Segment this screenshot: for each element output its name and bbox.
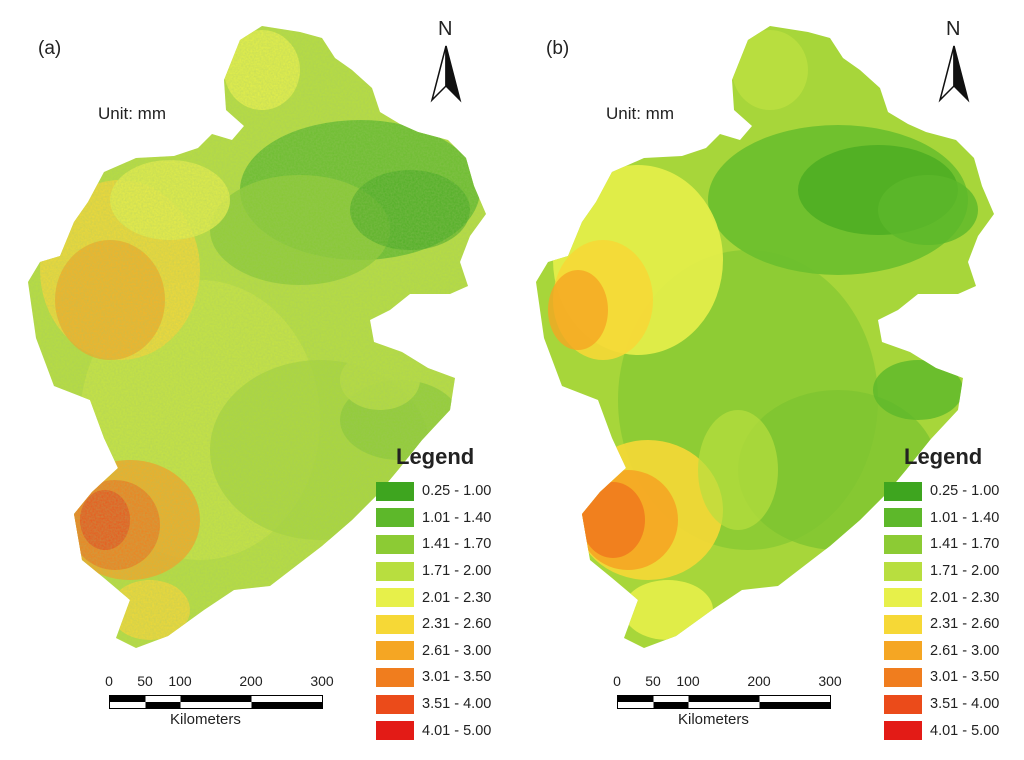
legend-swatch xyxy=(376,534,414,554)
legend-rows: 0.25 - 1.00 1.01 - 1.40 1.41 - 1.70 1.71 - … xyxy=(884,478,1014,744)
scale-bar-graphic xyxy=(109,695,323,709)
legend-range-label: 0.25 - 1.00 xyxy=(930,483,1000,500)
legend-row: 2.01 - 2.30 xyxy=(884,584,1014,611)
legend-range-label: 0.25 - 1.00 xyxy=(422,483,492,500)
legend-row: 2.61 - 3.00 xyxy=(376,638,506,665)
legend-range-label: 1.01 - 1.40 xyxy=(930,509,1000,526)
legend-row: 1.71 - 2.00 xyxy=(884,558,1014,585)
legend-range-label: 2.31 - 2.60 xyxy=(422,616,492,633)
region-map xyxy=(536,26,994,648)
legend-row: 4.01 - 5.00 xyxy=(376,717,506,744)
legend-range-label: 2.01 - 2.30 xyxy=(422,589,492,606)
legend-row: 2.31 - 2.60 xyxy=(884,611,1014,638)
legend-row: 4.01 - 5.00 xyxy=(884,717,1014,744)
legend-row: 3.01 - 3.50 xyxy=(376,664,506,691)
legend-swatch xyxy=(884,641,922,661)
north-arrow-icon xyxy=(938,45,970,103)
legend-swatch xyxy=(884,481,922,501)
legend-row: 2.61 - 3.00 xyxy=(884,638,1014,665)
legend-row: 3.51 - 4.00 xyxy=(376,691,506,718)
scale-tick: 300 xyxy=(818,673,842,689)
map-panel-b: (b) Unit: mm N Legend 0.25 - 1.00 1.01 - … xyxy=(508,0,1018,760)
scale-units: Kilometers xyxy=(170,711,241,728)
legend: Legend 0.25 - 1.00 1.01 - 1.40 1.41 - 1.70… xyxy=(884,444,1014,744)
legend-range-label: 2.31 - 2.60 xyxy=(930,616,1000,633)
legend-range-label: 1.01 - 1.40 xyxy=(422,509,492,526)
scale-tick: 200 xyxy=(747,673,771,689)
legend-range-label: 3.01 - 3.50 xyxy=(422,669,492,686)
legend-swatch xyxy=(884,508,922,528)
legend-swatch xyxy=(376,721,414,741)
legend-swatch xyxy=(376,614,414,634)
legend-swatch xyxy=(884,694,922,714)
map-panel-a: (a) Unit: mm N Legend 0.25 - 1.00 1.01 - … xyxy=(0,0,510,760)
legend-row: 3.51 - 4.00 xyxy=(884,691,1014,718)
legend-range-label: 3.51 - 4.00 xyxy=(930,696,1000,713)
scale-tick: 100 xyxy=(676,673,700,689)
legend-range-label: 3.01 - 3.50 xyxy=(930,669,1000,686)
legend-row: 0.25 - 1.00 xyxy=(376,478,506,505)
north-letter: N xyxy=(438,18,453,40)
legend-range-label: 2.61 - 3.00 xyxy=(422,642,492,659)
legend-swatch xyxy=(376,561,414,581)
legend-swatch xyxy=(376,667,414,687)
legend-swatch xyxy=(884,534,922,554)
scale-tick: 0 xyxy=(613,673,621,689)
legend-swatch xyxy=(884,588,922,608)
legend: Legend 0.25 - 1.00 1.01 - 1.40 1.41 - 1.70… xyxy=(376,444,506,744)
legend-range-label: 4.01 - 5.00 xyxy=(422,722,492,739)
legend-swatch xyxy=(376,641,414,661)
legend-row: 2.31 - 2.60 xyxy=(376,611,506,638)
legend-swatch xyxy=(376,481,414,501)
legend-range-label: 1.41 - 1.70 xyxy=(930,536,1000,553)
scale-units: Kilometers xyxy=(678,711,749,728)
legend-row: 1.01 - 1.40 xyxy=(884,505,1014,532)
legend-row: 1.01 - 1.40 xyxy=(376,505,506,532)
scale-tick: 50 xyxy=(645,673,661,689)
scale-tick: 300 xyxy=(310,673,334,689)
north-arrow-icon xyxy=(430,45,462,103)
scale-bar-graphic xyxy=(617,695,831,709)
legend-row: 3.01 - 3.50 xyxy=(884,664,1014,691)
legend-title: Legend xyxy=(396,444,475,469)
unit-label: Unit: mm xyxy=(98,104,166,123)
legend-swatch xyxy=(884,614,922,634)
legend-range-label: 1.71 - 2.00 xyxy=(930,563,1000,580)
scale-tick: 50 xyxy=(137,673,153,689)
legend-rows: 0.25 - 1.00 1.01 - 1.40 1.41 - 1.70 1.71 - … xyxy=(376,478,506,744)
unit-label: Unit: mm xyxy=(606,104,674,123)
legend-swatch xyxy=(884,561,922,581)
legend-range-label: 3.51 - 4.00 xyxy=(422,696,492,713)
scale-tick: 100 xyxy=(168,673,192,689)
legend-range-label: 1.71 - 2.00 xyxy=(422,563,492,580)
legend-row: 2.01 - 2.30 xyxy=(376,584,506,611)
legend-swatch xyxy=(884,667,922,687)
panel-label: (a) xyxy=(38,38,62,59)
legend-row: 1.71 - 2.00 xyxy=(376,558,506,585)
legend-title: Legend xyxy=(904,444,983,469)
panel-label: (b) xyxy=(546,38,570,59)
scale-tick: 200 xyxy=(239,673,263,689)
region-map xyxy=(28,26,486,648)
legend-row: 0.25 - 1.00 xyxy=(884,478,1014,505)
legend-swatch xyxy=(376,508,414,528)
north-letter: N xyxy=(946,18,961,40)
legend-range-label: 2.01 - 2.30 xyxy=(930,589,1000,606)
legend-row: 1.41 - 1.70 xyxy=(884,531,1014,558)
legend-swatch xyxy=(884,721,922,741)
legend-swatch xyxy=(376,694,414,714)
legend-row: 1.41 - 1.70 xyxy=(376,531,506,558)
scale-bar: 0 50 100 200 300 Kilometers xyxy=(100,673,340,733)
legend-range-label: 2.61 - 3.00 xyxy=(930,642,1000,659)
legend-range-label: 4.01 - 5.00 xyxy=(930,722,1000,739)
scale-tick: 0 xyxy=(105,673,113,689)
scale-bar: 0 50 100 200 300 Kilometers xyxy=(608,673,848,733)
legend-swatch xyxy=(376,588,414,608)
legend-range-label: 1.41 - 1.70 xyxy=(422,536,492,553)
